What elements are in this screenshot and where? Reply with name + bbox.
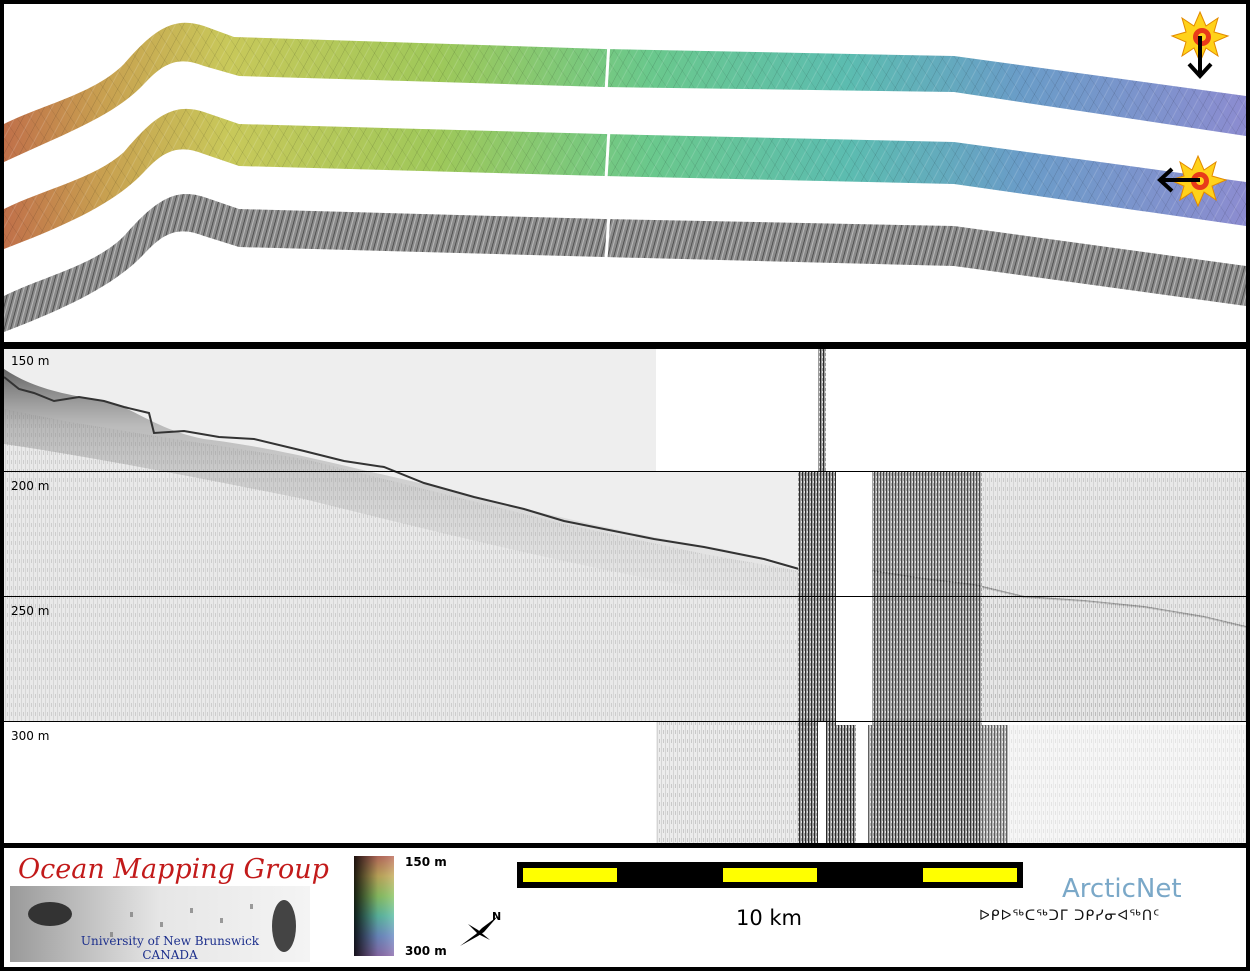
omg-university: University of New Brunswick CANADA	[60, 934, 280, 962]
seabed-trace	[4, 376, 800, 570]
omg-title: Ocean Mapping Group	[18, 854, 329, 885]
omg-logo-graphic	[10, 886, 310, 962]
arcticnet-logo: ArcticNet	[1062, 874, 1182, 904]
depth-label-300: 300 m	[11, 729, 50, 743]
depth-gridline	[4, 721, 1246, 722]
scale-label: 10 km	[736, 906, 803, 930]
arrow-left-icon	[1157, 167, 1200, 193]
scale-bar	[517, 862, 1023, 888]
country-name: CANADA	[142, 948, 198, 962]
depth-gridline	[4, 471, 1246, 472]
north-arrow-icon: N	[460, 910, 501, 946]
depth-profile-panel: 150 m 200 m 250 m 300 m	[4, 349, 1246, 843]
north-letter: N	[492, 910, 501, 923]
colorbar-min-label: 300 m	[405, 944, 447, 958]
profile-svg	[4, 349, 1246, 843]
depth-colorbar	[354, 856, 394, 956]
depth-label-150: 150 m	[11, 354, 50, 368]
omg-logo: Ocean Mapping Group University of New Br…	[10, 852, 329, 964]
arcticnet-inuktitut: ᐅᑭᐅᖅᑕᖅᑐᒥ ᑐᑭᓯᓂᐊᖅᑎᑦ	[979, 908, 1161, 924]
university-name: University of New Brunswick	[80, 934, 260, 948]
arrow-down-icon	[1187, 36, 1213, 79]
swath-strips-svg	[4, 10, 1246, 332]
depth-label-250: 250 m	[11, 604, 50, 618]
footer-panel: Ocean Mapping Group University of New Br…	[4, 848, 1246, 967]
depth-gridline	[4, 596, 1246, 597]
swath-strips-panel	[4, 4, 1246, 342]
colorbar-max-label: 150 m	[405, 855, 447, 869]
strip-3-backscatter	[4, 193, 1246, 332]
strip-1	[4, 22, 1246, 162]
strip-2	[4, 108, 1246, 249]
depth-label-200: 200 m	[11, 479, 50, 493]
